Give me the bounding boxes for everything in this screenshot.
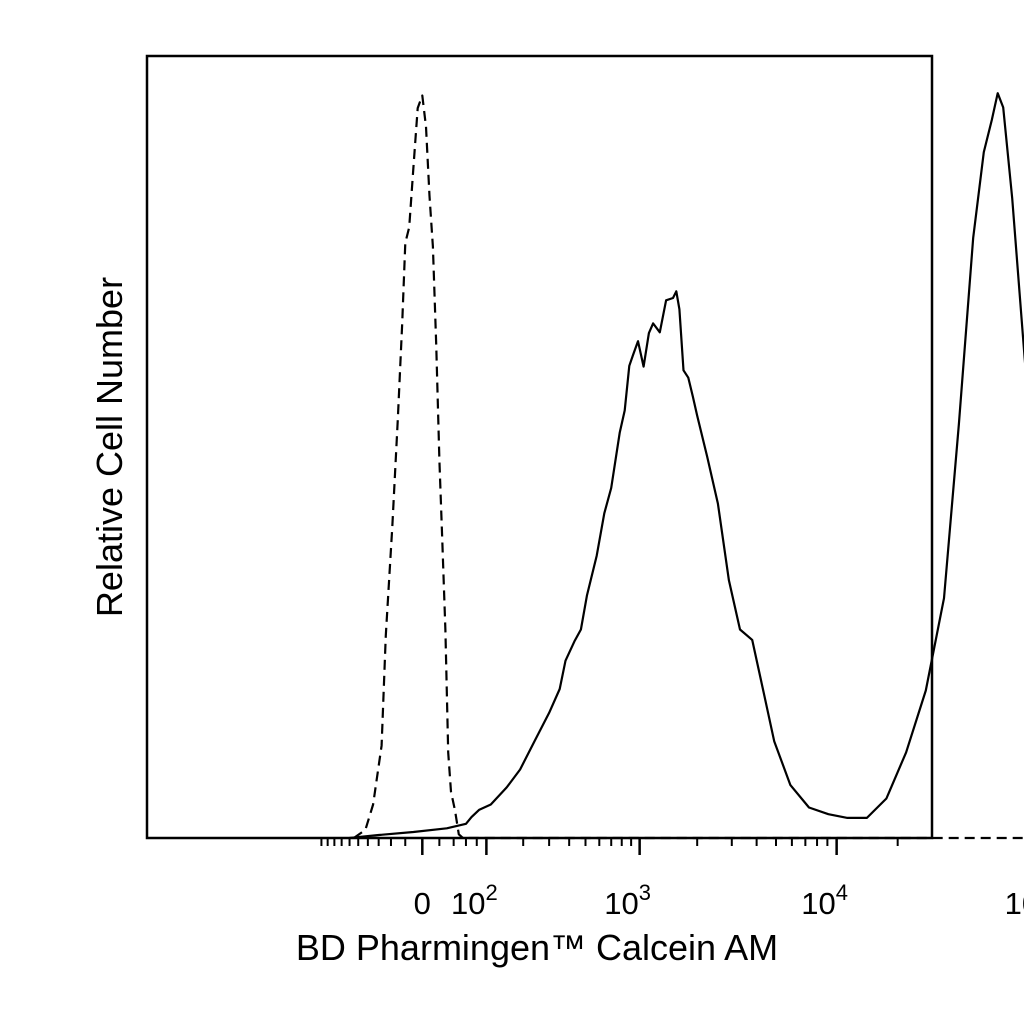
x-tick-label-exponent: 4 (836, 880, 848, 905)
series-dashed-line (353, 94, 1024, 840)
x-tick-label-base: 10 (1005, 886, 1024, 921)
x-tick-label-exponent: 3 (639, 880, 651, 905)
x-axis-label: BD Pharmingen™ Calcein AM (296, 927, 778, 968)
x-tick-label: 105 (1005, 880, 1024, 921)
y-axis-label: Relative Cell Number (89, 277, 130, 617)
x-tick-label-base: 0 (414, 886, 431, 921)
plot-frame (145, 54, 934, 840)
x-tick-label: 102 (451, 880, 498, 921)
x-tick-label-base: 10 (604, 886, 638, 921)
x-tick-label-base: 10 (451, 886, 485, 921)
series-solid-line (349, 92, 1024, 840)
x-tick-label: 103 (604, 880, 651, 921)
x-tick-label-base: 10 (801, 886, 835, 921)
x-tick-label: 0 (414, 886, 431, 921)
x-tick-label-exponent: 2 (486, 880, 498, 905)
x-tick-label: 104 (801, 880, 848, 921)
